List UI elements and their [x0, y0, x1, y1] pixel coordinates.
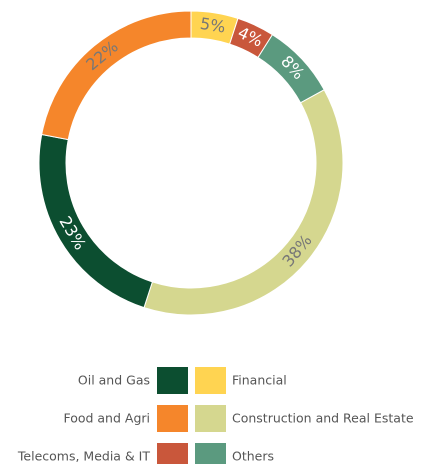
legend-label: Others	[232, 449, 274, 464]
segment-label: 5%	[199, 14, 227, 37]
legend-label: Construction and Real Estate	[232, 411, 414, 426]
legend-swatch	[157, 443, 188, 464]
legend-label: Financial	[232, 373, 287, 388]
donut-segment	[41, 10, 192, 141]
legend-swatch	[195, 443, 226, 464]
legend-swatch	[195, 367, 226, 394]
donut-segment	[143, 89, 344, 316]
legend-label: Food and Agri	[63, 411, 150, 426]
legend-swatch	[157, 405, 188, 432]
legend-swatch	[195, 405, 226, 432]
legend-label: Oil and Gas	[78, 373, 150, 388]
legend-swatch	[157, 367, 188, 394]
legend-label: Telecoms, Media & IT	[17, 449, 150, 464]
